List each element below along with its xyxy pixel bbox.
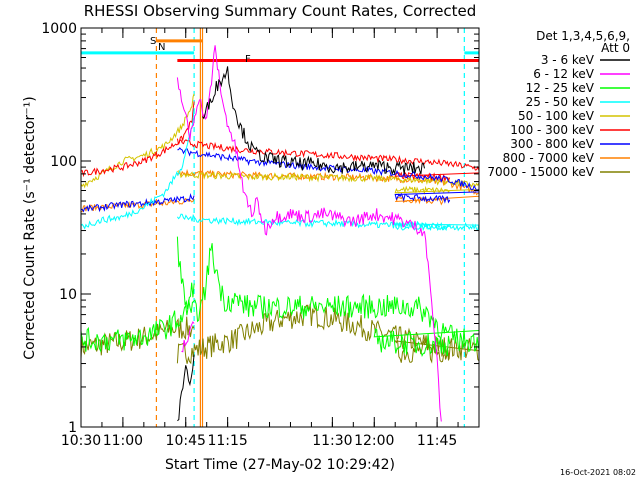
x-tick-label: 10:30	[61, 433, 101, 449]
flag-bars	[81, 39, 479, 62]
legend-header-line: Att 0	[601, 41, 630, 55]
legend-label: 100 - 300 keV	[510, 123, 594, 137]
series-line	[81, 192, 195, 213]
series-line	[177, 354, 195, 422]
legend-label: 25 - 50 keV	[526, 95, 595, 109]
series-line	[181, 321, 195, 353]
chart-title: RHESSI Observing Summary Count Rates, Co…	[84, 2, 477, 20]
y-tick-label: 10	[59, 287, 77, 303]
x-tick-label: 10:45	[166, 433, 206, 449]
x-tick-label: 11:30	[312, 433, 352, 449]
x-tick-label: 11:15	[207, 433, 247, 449]
series-line	[176, 168, 479, 206]
series-line	[81, 282, 195, 353]
legend-label: 50 - 100 keV	[518, 109, 595, 123]
legend-label: 6 - 12 keV	[533, 67, 595, 81]
x-tick-label: 11:00	[103, 433, 143, 449]
legend-label: 12 - 25 keV	[526, 81, 595, 95]
series-line	[176, 236, 479, 357]
y-tick-label: 1000	[41, 21, 77, 37]
footer-timestamp: 16-Oct-2021 08:02	[560, 468, 636, 477]
y-axis-label: Corrected Count Rate (s⁻¹ detector⁻¹)	[22, 96, 38, 359]
x-tick-label: 11:45	[417, 433, 457, 449]
legend-label: 7000 - 15000 keV	[487, 165, 594, 179]
y-tick-label: 100	[50, 154, 77, 170]
annotation-n: N	[158, 42, 165, 53]
series-line	[176, 303, 479, 365]
x-axis-label: Start Time (27-May-02 10:29:42)	[165, 457, 395, 473]
legend-header-line: Det 1,3,4,5,6,9,	[536, 29, 630, 43]
plot-area	[80, 27, 480, 428]
series-line	[81, 101, 195, 178]
legend-label: 300 - 800 keV	[510, 137, 594, 151]
x-tick-label: 12:00	[354, 433, 394, 449]
y-tick-label: 1	[68, 420, 77, 436]
legend-label: 3 - 6 keV	[541, 53, 595, 67]
annotation-f: F	[245, 54, 251, 65]
series-line	[177, 170, 479, 195]
series-line	[202, 66, 425, 176]
series-line	[81, 316, 195, 359]
series-line	[177, 147, 479, 204]
series-line	[176, 138, 479, 183]
x-axis: 10:30 10:45 11:00 11:15 11:30 11:45 12:00	[61, 28, 480, 449]
legend-label: 800 - 7000 keV	[503, 151, 595, 165]
series-line	[176, 45, 442, 422]
y-axis: 1 10 100 1000	[41, 21, 479, 436]
annotation-s: S	[150, 36, 156, 47]
plot-frame	[80, 27, 480, 428]
series-line	[81, 108, 195, 230]
series-line	[176, 213, 479, 232]
annotations: SN F	[150, 36, 251, 65]
series-lines	[81, 45, 479, 422]
